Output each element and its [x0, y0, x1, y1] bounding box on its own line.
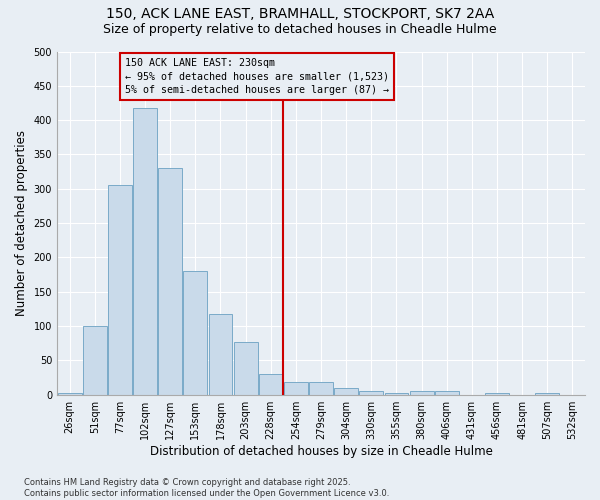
Bar — [435, 392, 458, 394]
X-axis label: Distribution of detached houses by size in Cheadle Hulme: Distribution of detached houses by size … — [149, 444, 493, 458]
Bar — [158, 168, 182, 394]
Bar — [133, 108, 157, 395]
Text: 150 ACK LANE EAST: 230sqm
← 95% of detached houses are smaller (1,523)
5% of sem: 150 ACK LANE EAST: 230sqm ← 95% of detac… — [125, 58, 389, 95]
Bar — [284, 382, 308, 394]
Y-axis label: Number of detached properties: Number of detached properties — [15, 130, 28, 316]
Text: Size of property relative to detached houses in Cheadle Hulme: Size of property relative to detached ho… — [103, 22, 497, 36]
Bar — [410, 392, 434, 394]
Text: 150, ACK LANE EAST, BRAMHALL, STOCKPORT, SK7 2AA: 150, ACK LANE EAST, BRAMHALL, STOCKPORT,… — [106, 8, 494, 22]
Bar — [209, 314, 232, 394]
Bar — [58, 392, 82, 394]
Bar — [108, 186, 132, 394]
Bar — [83, 326, 107, 394]
Text: Contains HM Land Registry data © Crown copyright and database right 2025.
Contai: Contains HM Land Registry data © Crown c… — [24, 478, 389, 498]
Bar — [233, 342, 257, 394]
Bar — [309, 382, 333, 394]
Bar — [259, 374, 283, 394]
Bar — [359, 392, 383, 394]
Bar — [334, 388, 358, 394]
Bar — [184, 271, 207, 394]
